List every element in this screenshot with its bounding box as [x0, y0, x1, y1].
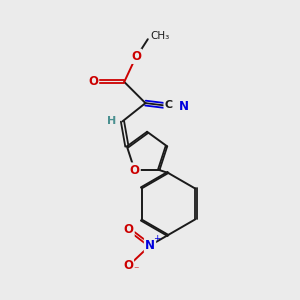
- Text: H: H: [107, 116, 116, 126]
- Text: O: O: [131, 50, 141, 63]
- Text: C: C: [164, 100, 172, 110]
- Text: N: N: [179, 100, 189, 113]
- Text: O: O: [124, 259, 134, 272]
- Text: CH₃: CH₃: [151, 31, 170, 41]
- Text: ⁻: ⁻: [134, 265, 139, 275]
- Text: O: O: [88, 75, 98, 88]
- Text: +: +: [153, 235, 160, 244]
- Text: O: O: [124, 223, 134, 236]
- Text: O: O: [130, 164, 140, 177]
- Text: N: N: [145, 239, 155, 252]
